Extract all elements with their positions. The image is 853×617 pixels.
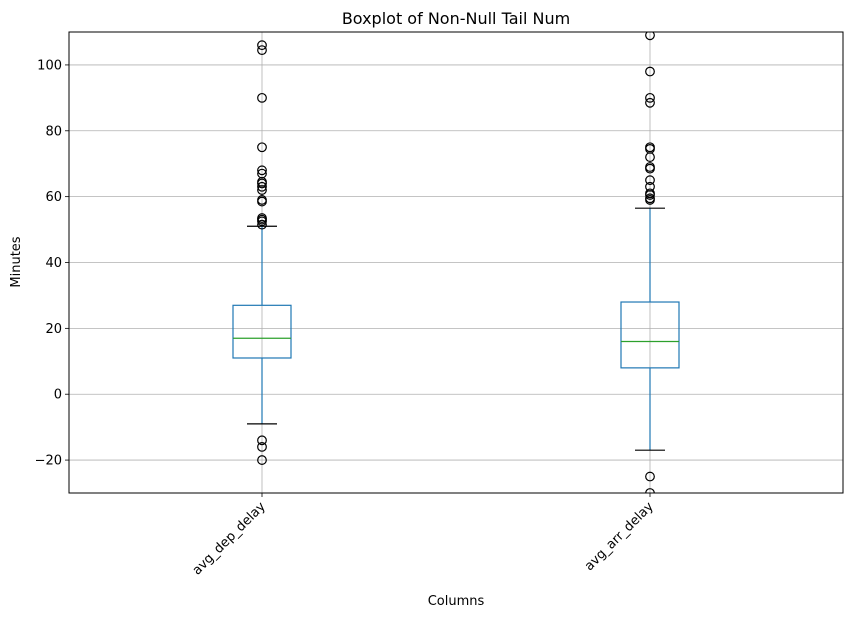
outlier-point bbox=[257, 142, 267, 153]
outlier-point bbox=[645, 66, 655, 77]
outlier-point bbox=[257, 435, 267, 446]
outlier-point bbox=[645, 488, 655, 493]
outlier-point bbox=[257, 185, 267, 195]
outlier-point bbox=[257, 181, 267, 192]
y-tick-label: 80 bbox=[45, 124, 62, 139]
outlier-point bbox=[645, 195, 655, 205]
outlier-point bbox=[257, 455, 267, 465]
iqr-box bbox=[620, 301, 680, 369]
iqr-box bbox=[232, 304, 292, 359]
box-avg_dep_delay bbox=[232, 40, 292, 465]
outlier-point bbox=[645, 152, 655, 163]
box-plots bbox=[232, 32, 680, 493]
outlier-point bbox=[645, 175, 655, 186]
outlier-point bbox=[257, 178, 267, 189]
y-tick-label: 0 bbox=[54, 388, 62, 403]
outlier-point bbox=[645, 190, 655, 200]
y-tick-label: 60 bbox=[45, 190, 62, 205]
box-avg_arr_delay bbox=[620, 32, 680, 493]
y-tick-label: −20 bbox=[35, 454, 62, 469]
y-tick-label: 100 bbox=[37, 58, 62, 73]
outlier-point bbox=[257, 40, 267, 51]
outlier-point bbox=[257, 92, 267, 103]
outlier-point bbox=[257, 196, 267, 207]
outlier-point bbox=[645, 163, 655, 174]
outlier-point bbox=[645, 92, 655, 103]
outlier-point bbox=[257, 219, 267, 230]
y-tick-label: 20 bbox=[45, 322, 62, 337]
outlier-point bbox=[645, 471, 655, 482]
outlier-point bbox=[257, 45, 267, 56]
outlier-point bbox=[645, 32, 655, 41]
x-axis-label: Columns bbox=[428, 594, 485, 609]
outlier-point bbox=[257, 442, 267, 452]
outlier-point bbox=[257, 216, 267, 227]
y-axis-label: Minutes bbox=[9, 236, 24, 287]
y-tick-label: 40 bbox=[45, 256, 62, 271]
outlier-point bbox=[257, 165, 267, 176]
chart-title: Boxplot of Non-Null Tail Num bbox=[342, 9, 570, 28]
outlier-point bbox=[645, 97, 655, 108]
